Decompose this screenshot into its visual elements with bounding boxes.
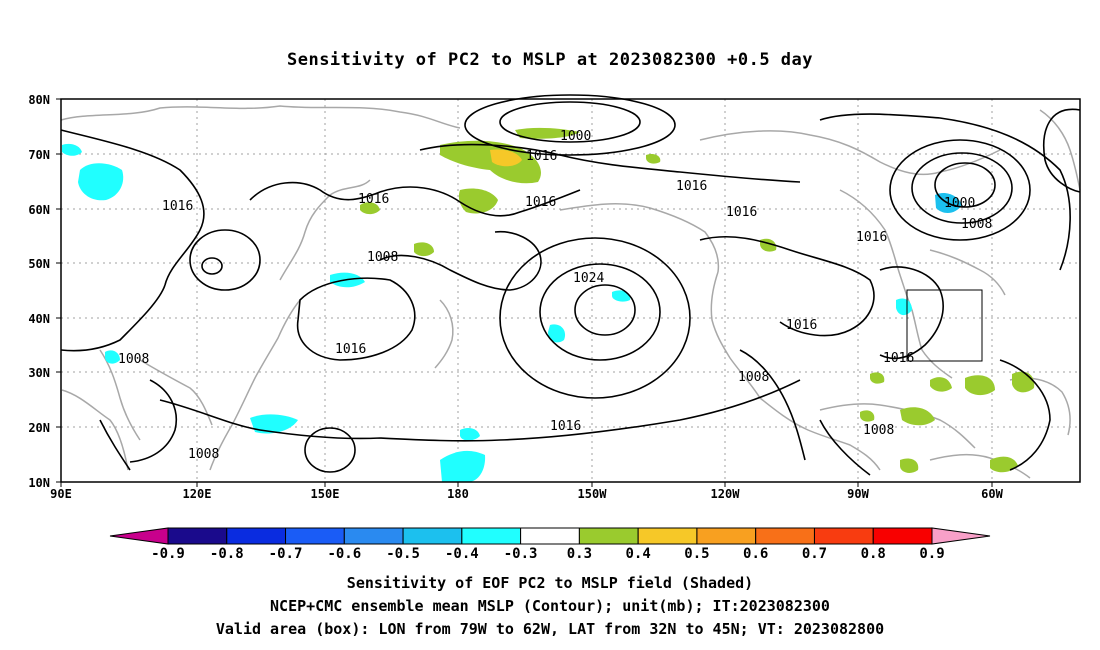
map-panel: 1000 1016 1016 1016 1016 1016 1016 1008 … bbox=[28, 93, 1081, 501]
caption-shading: Sensitivity of EOF PC2 to MSLP field (Sh… bbox=[346, 574, 754, 592]
mslp-contours bbox=[60, 94, 1081, 476]
lat-label: 50N bbox=[28, 257, 50, 271]
contour-label: 1008 bbox=[961, 217, 992, 232]
contour-label: 1008 bbox=[367, 250, 398, 265]
contour-label: 1016 bbox=[550, 419, 581, 434]
colorbar-label: -0.6 bbox=[327, 546, 361, 562]
contour-label: 1016 bbox=[335, 342, 366, 357]
lon-label: 90W bbox=[847, 487, 869, 501]
colorbar-label: 0.8 bbox=[861, 546, 886, 562]
lat-label: 10N bbox=[28, 476, 50, 490]
contour-label: 1016 bbox=[162, 199, 193, 214]
contour-label: 1016 bbox=[786, 318, 817, 333]
contour-labels: 1000 1016 1016 1016 1016 1016 1016 1008 … bbox=[118, 129, 992, 462]
contour-label: 1008 bbox=[738, 370, 769, 385]
contour-label: 1016 bbox=[856, 230, 887, 245]
lon-label: 90E bbox=[50, 487, 72, 501]
contour-label: 1000 bbox=[560, 129, 591, 144]
contour-label: 1008 bbox=[188, 447, 219, 462]
colorbar-label: -0.7 bbox=[269, 546, 303, 562]
colorbar-label: -0.3 bbox=[504, 546, 538, 562]
lat-label: 80N bbox=[28, 93, 50, 107]
lon-label: 150E bbox=[311, 487, 340, 501]
colorbar-label: -0.5 bbox=[386, 546, 420, 562]
colorbar-label: 0.3 bbox=[567, 546, 592, 562]
colorbar-label: -0.9 bbox=[151, 546, 185, 562]
colorbar-cell bbox=[755, 527, 815, 545]
lon-label: 180 bbox=[447, 487, 469, 501]
latitude-labels: 80N 70N 60N 50N 40N 30N 20N 10N bbox=[28, 93, 50, 490]
colorbar-label: -0.4 bbox=[445, 546, 479, 562]
colorbar: -0.9 -0.8 -0.7 -0.6 -0.5 -0.4 -0.3 0.3 0.4 0.5 0.6… bbox=[109, 527, 991, 562]
colorbar-cell bbox=[285, 527, 345, 545]
colorbar-cell bbox=[343, 527, 404, 545]
colorbar-cell bbox=[813, 527, 874, 545]
contour-label: 1016 bbox=[676, 179, 707, 194]
colorbar-right-arrow bbox=[931, 527, 991, 545]
colorbar-cell bbox=[872, 527, 933, 545]
colorbar-label: 0.5 bbox=[684, 546, 709, 562]
colorbar-cell bbox=[402, 527, 463, 545]
lat-label: 20N bbox=[28, 421, 50, 435]
colorbar-cell bbox=[578, 527, 639, 545]
contour-label: 1024 bbox=[573, 271, 604, 286]
contour-label: 1016 bbox=[883, 351, 914, 366]
coastlines bbox=[60, 105, 1081, 479]
valid-area-box bbox=[906, 289, 983, 362]
lat-label: 70N bbox=[28, 148, 50, 162]
caption-contour: NCEP+CMC ensemble mean MSLP (Contour); u… bbox=[270, 597, 830, 615]
colorbar-label: 0.9 bbox=[919, 546, 944, 562]
lon-label: 60W bbox=[981, 487, 1003, 501]
contour-label: 1016 bbox=[526, 149, 557, 164]
contour-label: 1008 bbox=[863, 423, 894, 438]
colorbar-cell bbox=[461, 527, 522, 545]
caption-valid-area: Valid area (box): LON from 79W to 62W, L… bbox=[215, 620, 885, 638]
colorbar-left-arrow bbox=[109, 527, 169, 545]
lat-label: 60N bbox=[28, 203, 50, 217]
colorbar-cell bbox=[226, 527, 287, 545]
lat-label: 30N bbox=[28, 366, 50, 380]
lon-label: 120W bbox=[711, 487, 741, 501]
lon-label: 120E bbox=[183, 487, 212, 501]
map-title: Sensitivity of PC2 to MSLP at 2023082300… bbox=[286, 50, 813, 70]
colorbar-label: -0.8 bbox=[210, 546, 244, 562]
contour-label: 1008 bbox=[118, 352, 149, 367]
colorbar-cell bbox=[696, 527, 757, 545]
colorbar-cell bbox=[167, 527, 228, 545]
longitude-labels: 90E 120E 150E 180 150W 120W 90W 60W bbox=[50, 487, 1003, 501]
colorbar-cell bbox=[637, 527, 698, 545]
colorbar-label: 0.7 bbox=[802, 546, 827, 562]
contour-label: 1016 bbox=[525, 195, 556, 210]
contour-label: 1016 bbox=[358, 192, 389, 207]
colorbar-label: 0.4 bbox=[626, 546, 651, 562]
contour-label: 1016 bbox=[726, 205, 757, 220]
colorbar-label: 0.6 bbox=[743, 546, 768, 562]
contour-label: 1000 bbox=[944, 196, 975, 211]
lon-label: 150W bbox=[578, 487, 608, 501]
lat-label: 40N bbox=[28, 312, 50, 326]
colorbar-cell bbox=[520, 527, 580, 545]
